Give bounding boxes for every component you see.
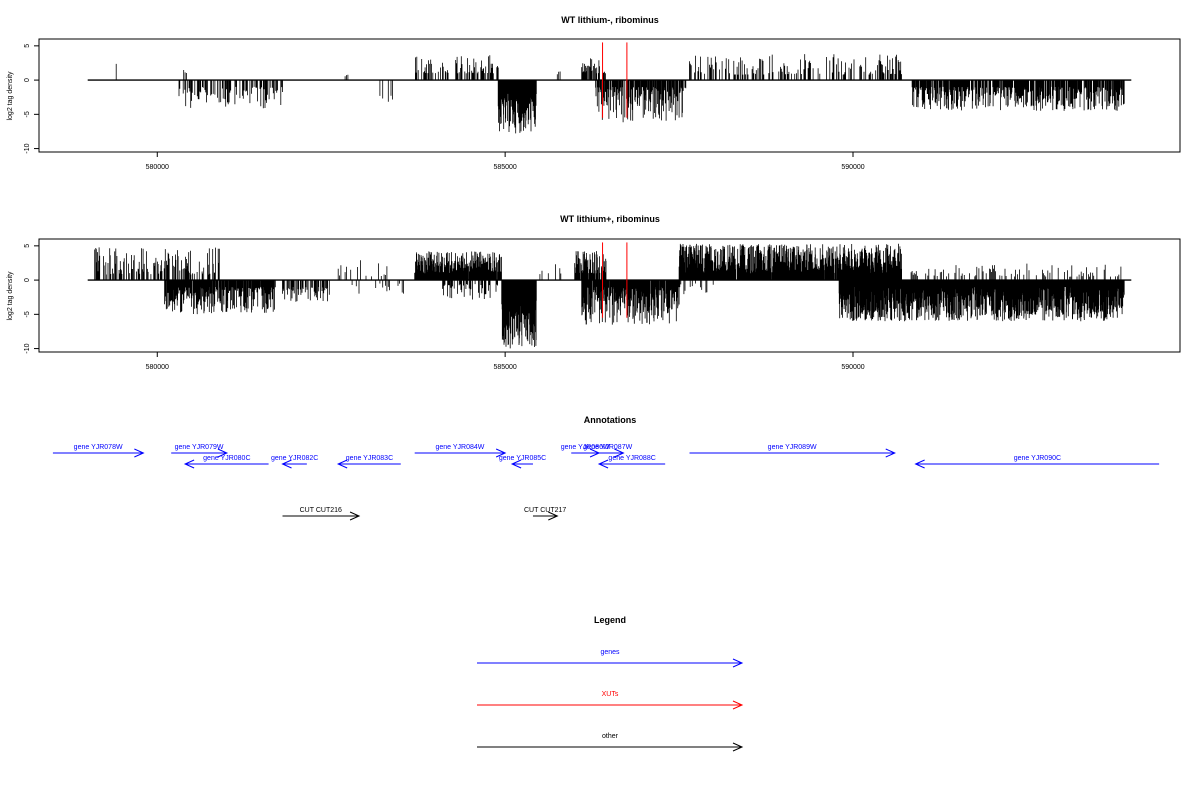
feature-label: gene YJR090C	[1014, 455, 1061, 462]
y-tick-label: -10	[24, 343, 31, 353]
feature-label: gene YJR089W	[768, 444, 817, 451]
x-axis: 580000 585000 590000	[146, 152, 865, 171]
arrow-head-icon	[597, 459, 609, 469]
arrow-head-icon	[732, 658, 744, 668]
x-tick-label: 590000	[841, 164, 864, 171]
plot-frame	[38, 238, 1181, 353]
feature-gene-yjr079w: gene YJR079W	[171, 444, 229, 458]
feature-label: CUT CUT216	[300, 507, 342, 514]
feature-gene-yjr083c: gene YJR083C	[336, 455, 401, 469]
density-bar-set	[94, 243, 1125, 349]
y-axis-label: log2 tag density	[7, 271, 14, 321]
arrow-head-icon	[914, 459, 925, 469]
x-tick-label: 585000	[493, 164, 516, 171]
feature-label: gene YJR084W	[435, 444, 484, 451]
y-tick-label: -10	[24, 143, 31, 153]
y-axis: 5 0 -5 -10	[24, 44, 39, 154]
x-axis: 580000 585000 590000	[146, 352, 865, 371]
y-tick-label: 0	[24, 278, 31, 282]
panel-title: WT lithium-, ribominus	[561, 15, 659, 25]
feature-cut-cut216: CUT CUT216	[282, 507, 361, 521]
y-tick-label: -5	[24, 111, 31, 117]
arrow-head-icon	[217, 448, 229, 458]
y-axis-label: log2 tag density	[7, 71, 14, 121]
legend-label: other	[602, 733, 619, 740]
y-tick-label: 5	[24, 244, 31, 248]
arrow-head-icon	[495, 448, 507, 458]
arrow-head-icon	[885, 448, 896, 458]
arrow-head-icon	[614, 448, 625, 458]
arrow-head-icon	[510, 459, 522, 469]
track-panel-lithium-plus: WT lithium+, ribominus log2 tag density …	[7, 214, 1181, 371]
feature-gene-yjr082c: gene YJR082C	[271, 455, 318, 469]
legend-label: XUTs	[602, 691, 619, 698]
y-axis: 5 0 -5 -10	[24, 244, 39, 354]
feature-label: gene YJR085C	[499, 455, 546, 462]
legend: Legend genes XUTs other	[477, 615, 744, 752]
arrow-head-icon	[336, 459, 348, 469]
annotations-track: Annotations gene YJR078W gene YJR079Wgene…	[52, 415, 1160, 521]
feature-gene-yjr090c: gene YJR090C	[914, 455, 1160, 469]
xut-highlights	[602, 42, 628, 118]
feature-gene-yjr089w: gene YJR089W	[689, 444, 896, 458]
feature-label: gene YJR083C	[346, 455, 393, 462]
legend-item-other: other	[477, 733, 744, 752]
xut-highlights	[602, 242, 628, 318]
legend-item-xuts: XUTs	[477, 691, 744, 710]
legend-item-genes: genes	[477, 649, 744, 668]
feature-cut-cut217: CUT CUT217	[524, 507, 566, 521]
feature-list: gene YJR078W gene YJR079W gene YJR080C gene…	[52, 444, 1160, 521]
feature-label: gene YJR082C	[271, 455, 318, 462]
arrow-head-icon	[548, 511, 559, 521]
arrow-head-icon	[134, 448, 145, 458]
feature-label: gene YJR080C	[203, 455, 250, 462]
arrow-head-icon	[183, 459, 195, 469]
legend-label: genes	[600, 649, 620, 656]
x-tick-label: 590000	[841, 364, 864, 371]
arrow-head-icon	[349, 511, 361, 521]
feature-label: CUT CUT217	[524, 507, 566, 514]
legend-items: genes XUTs other	[477, 649, 744, 752]
feature-label: gene YJR087W	[583, 444, 632, 451]
feature-gene-yjr084w: gene YJR084W	[414, 444, 507, 458]
x-tick-label: 585000	[493, 364, 516, 371]
x-tick-label: 580000	[146, 164, 169, 171]
arrow-head-icon	[281, 459, 292, 469]
arrow-head-icon	[732, 742, 744, 752]
legend-title: Legend	[594, 615, 626, 625]
track-panel-lithium-minus: WT lithium-, ribominus log2 tag density …	[7, 15, 1181, 171]
feature-label: gene YJR079W	[175, 444, 224, 451]
x-tick-label: 580000	[146, 364, 169, 371]
density-bars	[115, 54, 1125, 134]
density-bar-set	[115, 54, 1125, 134]
y-tick-label: 0	[24, 78, 31, 82]
panel-title: WT lithium+, ribominus	[560, 214, 660, 224]
annotations-title: Annotations	[584, 415, 637, 425]
density-bars	[94, 243, 1125, 349]
feature-gene-yjr080c: gene YJR080C	[183, 455, 269, 469]
y-tick-label: 5	[24, 44, 31, 48]
feature-gene-yjr078w: gene YJR078W	[52, 444, 145, 458]
feature-label: gene YJR086W	[561, 444, 610, 451]
feature-gene-yjr088c: gene YJR088C	[597, 455, 666, 469]
arrow-head-icon	[732, 700, 744, 710]
y-tick-label: -5	[24, 311, 31, 317]
feature-label: gene YJR078W	[74, 444, 123, 451]
feature-label: gene YJR088C	[608, 455, 655, 462]
plot-frame	[38, 38, 1181, 153]
feature-gene-yjr087w: gene YJR087W	[583, 444, 633, 458]
feature-gene-yjr085c: gene YJR085C	[499, 455, 546, 469]
